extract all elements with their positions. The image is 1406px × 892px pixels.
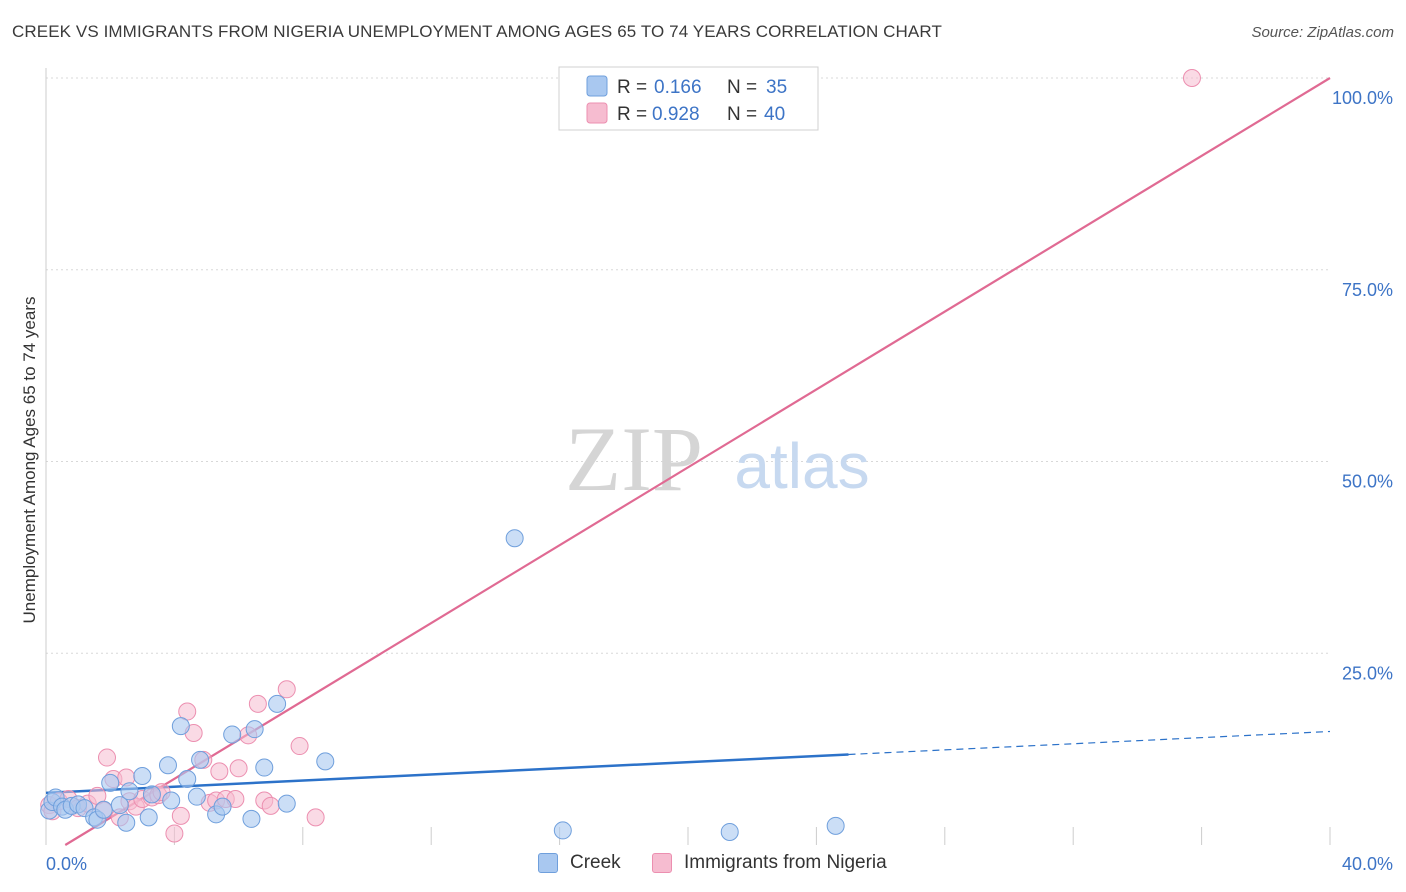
legend-swatch-nigeria xyxy=(586,102,608,124)
data-point-nigeria xyxy=(171,806,190,825)
legend-swatch-nigeria xyxy=(652,853,672,873)
data-point-nigeria xyxy=(248,694,267,713)
data-point-creek xyxy=(110,796,129,815)
data-point-creek xyxy=(94,800,113,819)
grid-layer xyxy=(46,77,1330,654)
data-points xyxy=(40,69,1201,843)
data-point-creek xyxy=(117,813,136,832)
data-point-creek xyxy=(826,816,845,835)
legend-label-creek: Creek xyxy=(570,852,621,873)
x-tick-label: 0.0% xyxy=(46,854,87,874)
watermark-zip: ZIP xyxy=(565,408,703,510)
legend-item-nigeria[interactable]: Immigrants from Nigeria xyxy=(652,852,887,874)
data-point-creek xyxy=(120,782,139,801)
data-point-creek xyxy=(223,725,242,744)
data-point-nigeria xyxy=(229,759,248,778)
data-point-creek xyxy=(316,752,335,771)
y-tick-label: 50.0% xyxy=(1342,472,1393,492)
legend-swatch-creek xyxy=(538,853,558,873)
data-point-creek xyxy=(187,787,206,806)
data-point-creek xyxy=(158,756,177,775)
data-point-nigeria xyxy=(210,762,229,781)
legend-box: R = 0.166 N = 35 R = 0.928 N = 40 xyxy=(558,66,819,131)
data-point-creek xyxy=(268,694,287,713)
data-point-creek xyxy=(720,822,739,841)
axes-layer xyxy=(45,68,1331,845)
data-point-nigeria xyxy=(1182,69,1201,87)
tick-labels: 25.0% 50.0% 75.0% 100.0% 0.0% 40.0% xyxy=(46,88,1393,874)
data-point-creek xyxy=(178,770,197,789)
data-point-creek xyxy=(142,785,161,804)
watermark: ZIP atlas xyxy=(565,408,870,510)
legend-label-nigeria: Immigrants from Nigeria xyxy=(684,852,887,873)
data-point-creek xyxy=(139,808,158,827)
data-point-creek xyxy=(162,791,181,810)
data-point-nigeria xyxy=(97,748,116,767)
bottom-legend: Creek Immigrants from Nigeria xyxy=(0,848,1406,880)
legend-r-label: R = xyxy=(617,77,647,98)
legend-n-value: 40 xyxy=(764,104,785,125)
legend-n-label: N = xyxy=(727,104,757,125)
y-tick-label: 25.0% xyxy=(1342,663,1393,683)
data-point-nigeria xyxy=(306,808,325,827)
legend-n-value: 35 xyxy=(766,77,787,98)
y-tick-label: 100.0% xyxy=(1332,88,1393,108)
data-point-creek xyxy=(171,717,190,736)
data-point-creek xyxy=(191,750,210,769)
x-tick-label: 40.0% xyxy=(1342,854,1393,874)
trend-line-creek-extrapolated xyxy=(848,730,1331,756)
legend-r-value: 0.928 xyxy=(652,104,700,125)
data-point-creek xyxy=(242,809,261,828)
data-point-creek xyxy=(277,794,296,813)
data-point-nigeria xyxy=(261,796,280,815)
data-point-creek xyxy=(213,797,232,816)
legend-r-label: R = xyxy=(617,104,647,125)
chart-title: CREEK VS IMMIGRANTS FROM NIGERIA UNEMPLO… xyxy=(12,22,942,41)
y-axis-label: Unemployment Among Ages 65 to 74 years xyxy=(20,296,39,624)
trend-lines xyxy=(45,77,1331,846)
data-point-creek xyxy=(133,766,152,785)
trend-line-nigeria xyxy=(64,77,1331,846)
y-tick-label: 75.0% xyxy=(1342,280,1393,300)
trend-line-creek xyxy=(45,753,849,795)
data-point-nigeria xyxy=(290,737,309,756)
legend-r-value: 0.166 xyxy=(654,77,702,98)
data-point-creek xyxy=(505,529,524,548)
data-point-creek xyxy=(101,773,120,792)
watermark-atlas: atlas xyxy=(734,430,869,502)
data-point-nigeria xyxy=(165,824,184,843)
data-point-creek xyxy=(553,821,572,840)
legend-item-creek[interactable]: Creek xyxy=(538,852,621,874)
data-point-creek xyxy=(245,720,264,739)
legend-swatch-creek xyxy=(586,75,608,97)
legend-n-label: N = xyxy=(727,77,757,98)
data-point-nigeria xyxy=(277,680,296,699)
data-point-creek xyxy=(255,758,274,777)
source-label: Source: ZipAtlas.com xyxy=(1251,24,1394,41)
